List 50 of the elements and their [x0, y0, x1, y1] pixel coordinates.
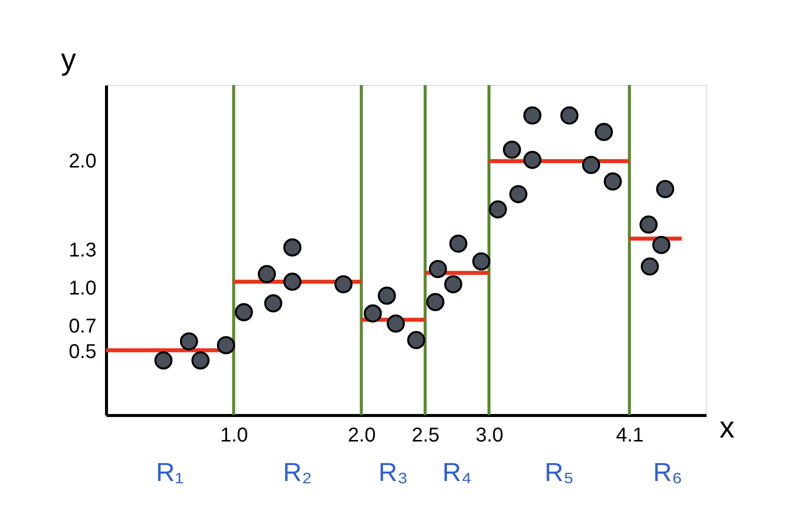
text: R₅ [544, 457, 574, 487]
x-axis-title: x [720, 412, 734, 444]
point [502, 140, 522, 159]
point [364, 304, 382, 323]
x-tick-label: 4.1 [616, 424, 644, 446]
text: R₂ [283, 457, 312, 487]
point [216, 336, 236, 354]
point [560, 106, 578, 125]
point [426, 292, 444, 312]
point [523, 150, 542, 169]
point [594, 122, 613, 142]
point [656, 180, 674, 198]
y-tick-label: 2.0 [68, 150, 96, 173]
text: R₄ [442, 457, 472, 487]
y-axis-title: y [61, 44, 76, 76]
point [488, 200, 507, 218]
point [234, 303, 253, 322]
x-tick-label: 3.0 [476, 424, 504, 446]
text: R₃ [378, 457, 408, 487]
x-tick-label: 1.0 [220, 424, 248, 446]
y-tick-label: 1.3 [68, 240, 96, 262]
point [652, 236, 670, 254]
point [639, 216, 658, 234]
point [640, 257, 659, 276]
point [407, 331, 426, 350]
point [428, 260, 447, 278]
y-tick-label: 0.5 [68, 341, 96, 364]
point [264, 294, 282, 312]
point [604, 172, 622, 191]
point [523, 106, 542, 125]
point [258, 265, 276, 284]
point [154, 351, 173, 370]
point [386, 314, 405, 333]
point [283, 272, 302, 291]
point [180, 332, 198, 350]
point [582, 156, 600, 174]
point [378, 286, 396, 305]
point [509, 185, 528, 204]
x-tick-label: 2.0 [348, 424, 376, 446]
point [334, 275, 353, 294]
point [283, 238, 302, 257]
text: R₁ [156, 457, 184, 487]
point [472, 252, 490, 270]
text: R₆ [653, 457, 682, 487]
point [191, 351, 210, 370]
point [444, 275, 462, 294]
x-tick-label: 2.5 [412, 424, 440, 446]
point [449, 234, 468, 253]
y-tick-label: 0.7 [68, 316, 96, 338]
y-tick-label: 1.0 [68, 278, 96, 300]
